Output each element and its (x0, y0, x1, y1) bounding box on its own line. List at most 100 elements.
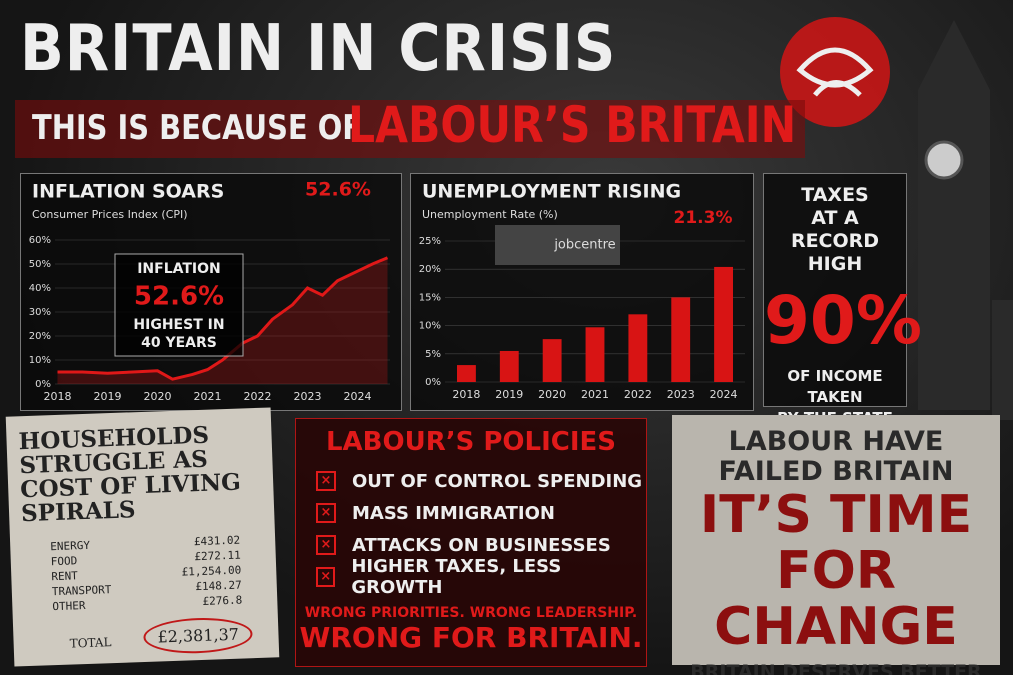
closing-headline: IT’S TIME (699, 485, 973, 545)
taxes-panel: TAXES AT A RECORD HIGH 90% OF INCOME TAK… (763, 173, 922, 427)
callout-line: 40 YEARS (141, 335, 217, 351)
policy-item: × OUT OF CONTROL SPENDING (316, 465, 646, 497)
policies-slogan: WRONG FOR BRITAIN. (299, 621, 643, 654)
x-box: × (316, 535, 336, 555)
y-tick-label: 10% (419, 321, 441, 332)
y-tick-label: 30% (29, 307, 51, 318)
amount: £148.27 (195, 578, 242, 594)
item: TRANSPORT (51, 583, 112, 599)
total: £2,381,37 (142, 616, 254, 656)
x-tick-label: 2018 (452, 388, 480, 401)
chart-title: INFLATION SOARS (32, 181, 224, 203)
callout-line: HIGHEST IN (133, 317, 224, 333)
policy-text: HIGHER TAXES, LESS GROWTH (351, 556, 562, 598)
y-tick-label: 0% (35, 379, 51, 390)
x-box: × (316, 471, 336, 491)
sign-text: jobcentre (553, 238, 615, 253)
x-tick-label: 2020 (144, 390, 172, 403)
receipt: HOUSEHOLDS STRUGGLE AS COST OF LIVING SPIRA… (5, 407, 280, 667)
x-tick-label: 2018 (44, 390, 72, 403)
y-tick-label: 40% (29, 283, 51, 294)
x-box: × (316, 567, 336, 587)
closing-lead: FAILED BRITAIN (718, 456, 954, 487)
taxes-value: 90% (764, 282, 922, 359)
area (57, 257, 388, 384)
x-tick-label: 2023 (294, 390, 322, 403)
closing-footer: BRITAIN DESERVES BETTER (690, 661, 982, 675)
policy-list: × OUT OF CONTROL SPENDING × MASS IMMIGRATIO… (316, 465, 646, 598)
bar (671, 297, 691, 382)
taxes-caption: OF INCOME TAKEN (787, 367, 883, 406)
x-tick-label: 2019 (495, 388, 523, 401)
x-tick-label: 2021 (581, 388, 609, 401)
policies-footer: WRONG PRIORITIES. WRONG LEADERSHIP. (304, 605, 638, 621)
policy-text: ATTACKS ON BUSINESSES (352, 534, 611, 556)
policy-text: MASS IMMIGRATION (352, 502, 555, 524)
bar (457, 365, 476, 382)
y-tick-label: 25% (419, 236, 441, 247)
policy-item: × ATTACKS ON BUSINESSES (316, 529, 646, 561)
policies-panel: LABOUR’S POLICIES × OUT OF CONTROL SPENDI… (295, 418, 647, 667)
callout-heading: INFLATION (137, 261, 221, 277)
policies-title: LABOUR’S POLICIES (325, 427, 617, 457)
chart-subtitle: Consumer Prices Index (CPI) (32, 208, 188, 221)
x-tick-label: 2022 (624, 388, 652, 401)
policy-item: × MASS IMMIGRATION (316, 497, 646, 529)
jobcentre-sign (495, 225, 620, 265)
closing-headline: FOR CHANGE (714, 541, 958, 657)
chart-subtitle: Unemployment Rate (%) (422, 208, 558, 221)
receipt-rows: ENERGY £431.02 FOOD £272.11 RENT £1,254.00 TRA… (50, 533, 243, 615)
x-tick-label: 2021 (194, 390, 222, 403)
header-band (15, 100, 805, 158)
rose (780, 17, 890, 127)
x-tick-label: 2024 (344, 390, 372, 403)
total-label: TOTAL (69, 635, 112, 651)
item: OTHER (52, 599, 86, 614)
y-tick-label: 5% (425, 349, 441, 360)
x-tick-label: 2019 (94, 390, 122, 403)
bar (585, 327, 605, 382)
y-tick-label: 20% (29, 331, 51, 342)
x-box: × (316, 503, 336, 523)
y-tick-label: 10% (29, 355, 51, 366)
lead: THIS IS BECAUSE OF (32, 108, 363, 148)
title: BRITAIN IN CRISIS (20, 12, 617, 86)
y-tick-label: 60% (29, 235, 51, 246)
policy-item: × HIGHER TAXES, LESS GROWTH (316, 556, 646, 598)
y-tick-label: 50% (29, 259, 51, 270)
big-ben (918, 20, 1013, 420)
item: ENERGY (50, 538, 91, 554)
amount: £276.8 (202, 593, 243, 608)
closing-panel: LABOUR HAVE FAILED BRITAIN IT’S TIME FOR… (672, 415, 1000, 675)
taxes-line: HIGH (807, 253, 863, 275)
bar (628, 314, 648, 382)
x-tick-label: 2022 (244, 390, 272, 403)
y-tick-label: 15% (419, 292, 441, 303)
y-tick-label: 20% (419, 264, 441, 275)
item: FOOD (50, 554, 78, 569)
amount: £272.11 (194, 548, 241, 564)
highlight: LABOUR’S BRITAIN (348, 96, 797, 154)
callout-value: 52.6% (134, 282, 224, 312)
bar (542, 339, 562, 382)
chart-title: UNEMPLOYMENT RISING (422, 181, 681, 203)
annotation: 21.3% (674, 208, 733, 228)
x-tick-label: 2024 (710, 388, 738, 401)
taxes-line: TAXES (801, 184, 869, 206)
amount: £431.02 (193, 533, 241, 549)
taxes-line: AT A RECORD (790, 207, 880, 252)
x-tick-label: 2020 (538, 388, 566, 401)
callout-box (114, 253, 244, 357)
annotation: 52.6% (305, 179, 371, 201)
y-tick-label: 0% (425, 377, 441, 388)
closing-lead: LABOUR HAVE (728, 426, 944, 457)
item: RENT (51, 569, 79, 584)
receipt-title: HOUSEHOLDS STRUGGLE AS COST OF LIVING SPIRA… (6, 407, 275, 528)
policy-text: OUT OF CONTROL SPENDING (352, 470, 643, 492)
x-tick-label: 2023 (667, 388, 695, 401)
bar (499, 350, 519, 382)
bar (714, 266, 733, 382)
